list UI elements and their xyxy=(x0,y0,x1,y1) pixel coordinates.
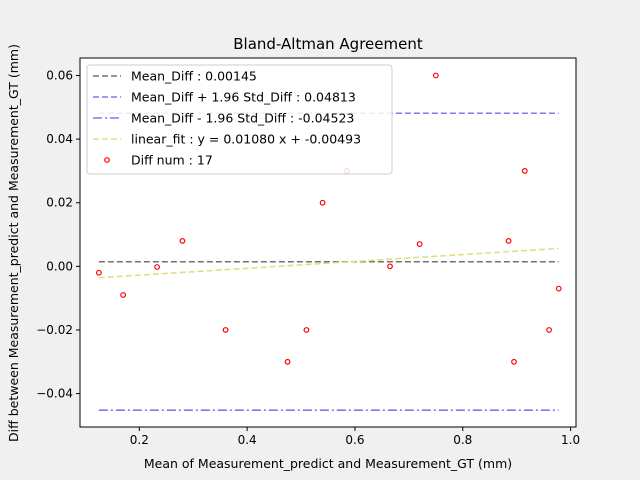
data-point-6 xyxy=(303,327,310,333)
legend-label-0: Mean_Diff : 0.00145 xyxy=(131,69,257,84)
data-point-13 xyxy=(511,358,517,365)
x-tick-label: 0.4 xyxy=(238,433,257,447)
x-tick-label: 1.0 xyxy=(561,433,580,447)
data-point-1 xyxy=(120,292,127,298)
y-tick-label: −0.04 xyxy=(36,387,73,401)
x-tick-label: 0.6 xyxy=(345,433,364,447)
legend-label-points: Diff num : 17 xyxy=(131,153,213,168)
legend-label-2: Mean_Diff - 1.96 Std_Diff : -0.04523 xyxy=(131,111,354,126)
data-point-2 xyxy=(154,264,160,270)
x-axis-ticks: 0.2 0.4 0.6 0.8 1.0 xyxy=(130,427,580,447)
data-point-12 xyxy=(505,238,512,244)
legend: Mean_Diff : 0.00145 Mean_Diff + 1.96 Std_… xyxy=(86,64,393,175)
legend-label-1: Mean_Diff + 1.96 Std_Diff : 0.04813 xyxy=(131,90,356,105)
legend-items: Mean_Diff : 0.00145 Mean_Diff + 1.96 Std_… xyxy=(93,69,361,168)
y-axis-ticks: −0.04 −0.02 0.00 0.02 0.04 0.06 xyxy=(36,68,80,401)
data-point-10 xyxy=(416,241,423,247)
x-axis-label: Mean of Measurement_predict and Measurem… xyxy=(144,456,512,471)
series-line-3 xyxy=(98,247,559,279)
data-point-7 xyxy=(319,199,326,206)
y-tick-label: −0.02 xyxy=(36,323,73,337)
data-point-11 xyxy=(432,72,439,79)
data-point-3 xyxy=(179,238,186,244)
data-point-0 xyxy=(95,269,102,276)
x-tick-label: 0.8 xyxy=(453,433,472,447)
data-point-5 xyxy=(284,358,291,365)
points-layer xyxy=(95,72,562,365)
y-tick-label: 0.00 xyxy=(46,259,73,273)
y-tick-label: 0.06 xyxy=(46,68,73,82)
data-point-14 xyxy=(521,168,528,174)
x-tick-label: 0.2 xyxy=(130,433,149,447)
chart-title: Bland-Altman Agreement xyxy=(233,35,423,53)
legend-box xyxy=(86,64,393,175)
y-tick-label: 0.04 xyxy=(46,132,73,146)
plot-frame xyxy=(79,57,577,428)
data-point-4 xyxy=(222,327,229,333)
data-point-9 xyxy=(387,263,393,270)
legend-label-3: linear_fit : y = 0.01080 x + -0.00493 xyxy=(131,132,361,147)
data-point-16 xyxy=(555,285,562,292)
y-tick-label: 0.02 xyxy=(46,196,73,210)
legend-swatch-points xyxy=(104,157,110,163)
y-axis-label: Diff between Measurement_predict and Mea… xyxy=(6,44,21,442)
data-point-15 xyxy=(546,327,552,333)
